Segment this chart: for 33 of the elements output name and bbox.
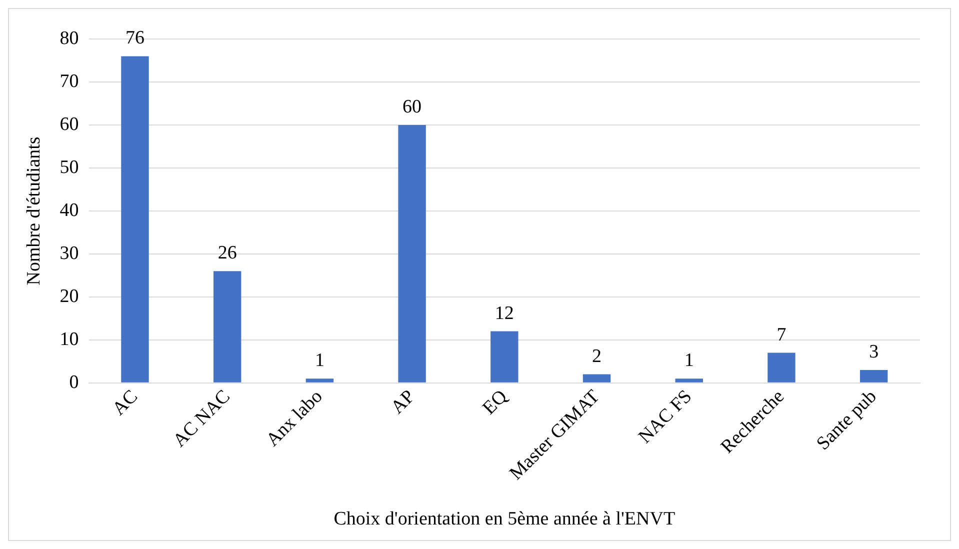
- x-tick-label: Anx labo: [262, 386, 327, 451]
- bar: [490, 331, 518, 382]
- y-tick-label: 30: [60, 242, 79, 264]
- data-label: 3: [869, 341, 879, 362]
- y-tick-label: 50: [60, 156, 79, 178]
- x-tick-label: AP: [387, 386, 420, 418]
- bar: [768, 352, 796, 382]
- y-tick-label: 0: [69, 372, 79, 393]
- data-label: 12: [494, 302, 514, 324]
- y-tick-label: 70: [60, 70, 79, 92]
- data-label: 2: [592, 346, 602, 367]
- data-label: 76: [125, 28, 144, 49]
- bar: [306, 378, 334, 382]
- y-tick-label: 40: [60, 200, 79, 221]
- y-tick-label: 10: [60, 328, 79, 350]
- bar: [121, 56, 149, 382]
- y-tick-label: 60: [60, 114, 79, 135]
- y-tick-label: 20: [60, 286, 79, 307]
- data-label: 26: [218, 242, 237, 264]
- x-axis-title: Choix d'orientation en 5ème année à l'ENVT: [334, 508, 676, 530]
- bar: [582, 374, 611, 382]
- x-tick-label: EQ: [478, 386, 512, 419]
- data-label: 60: [402, 96, 422, 118]
- data-label: 1: [314, 350, 324, 372]
- bar: [398, 124, 426, 382]
- data-label: 7: [776, 324, 786, 346]
- data-label: 1: [684, 350, 694, 372]
- bar: [860, 370, 888, 382]
- bar: [675, 378, 703, 382]
- y-axis-title: Nombre d'étudiants: [23, 136, 44, 286]
- x-tick-label: AC: [108, 386, 142, 420]
- y-tick-label: 80: [60, 28, 79, 49]
- bar: [213, 271, 242, 382]
